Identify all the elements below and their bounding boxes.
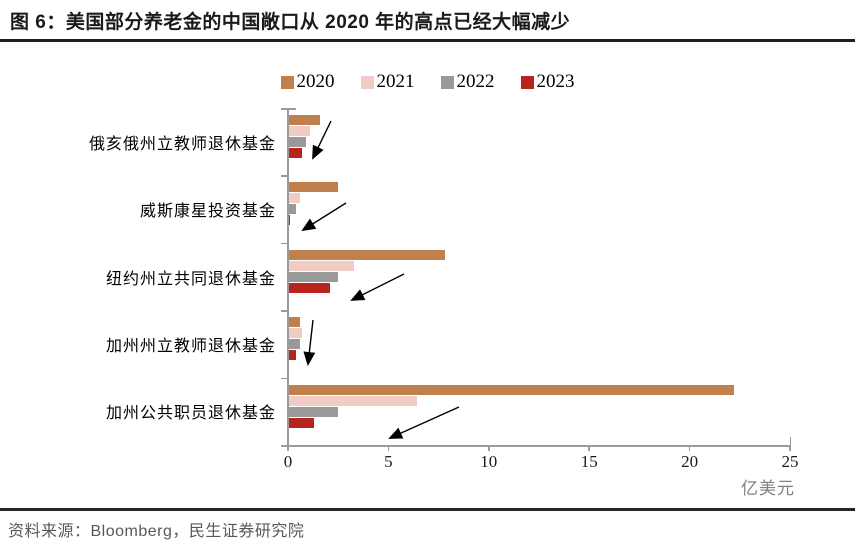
category-label: 加州州立教师退休基金 <box>105 337 276 355</box>
bar-2021 <box>288 395 417 406</box>
bar-2020 <box>288 249 445 260</box>
category-tick-mark <box>281 377 287 380</box>
category-tick-mark <box>281 310 287 312</box>
x-tick-mark <box>789 445 791 451</box>
category-label: 俄亥俄州立教师退休基金 <box>88 135 276 153</box>
bar-2021 <box>288 126 311 136</box>
bar-2022 <box>288 271 339 282</box>
category-tick-mark <box>281 108 287 110</box>
plot-area <box>288 108 790 445</box>
x-tick-label: 25 <box>781 452 799 471</box>
category-label: 纽约州立共同退休基金 <box>105 270 276 288</box>
bar-2020 <box>288 182 339 193</box>
category-label: 加州公共职员退休基金 <box>105 405 276 423</box>
category-tick-mark <box>281 242 287 245</box>
x-tick-mark <box>287 445 289 451</box>
bar-2023 <box>288 148 303 158</box>
legend-swatch-2021 <box>360 75 374 89</box>
bar-group-5 <box>288 378 790 445</box>
footer-divider <box>0 508 855 511</box>
bar-group-3 <box>288 243 790 310</box>
bar-2020 <box>288 317 301 328</box>
x-tick-label: 15 <box>580 452 598 471</box>
axis-unit-label: 亿美元 <box>741 479 795 498</box>
bar-2021 <box>288 260 355 271</box>
x-tick-label: 0 <box>283 452 293 471</box>
x-axis-line <box>287 445 791 447</box>
legend-item-2023: 2023 <box>520 71 575 93</box>
legend-swatch-2020 <box>280 75 294 89</box>
legend-label: 2023 <box>536 71 575 92</box>
legend-label: 2022 <box>456 71 495 92</box>
bar-2023 <box>288 215 290 226</box>
source-note: 资料来源：Bloomberg，民生证券研究院 <box>8 523 305 540</box>
bar-2022 <box>288 339 301 350</box>
legend-item-2021: 2021 <box>360 71 415 93</box>
bar-2022 <box>288 137 307 147</box>
x-tick-mark <box>387 445 390 451</box>
category-tick-mark <box>281 175 287 177</box>
bar-2022 <box>288 204 297 215</box>
bar-group-4 <box>288 310 790 377</box>
y-axis-top-tick <box>288 108 296 110</box>
x-tick-mark <box>588 445 590 451</box>
title-divider <box>0 39 855 42</box>
x-tick-label: 10 <box>480 452 498 471</box>
bar-2020 <box>288 115 321 125</box>
bar-group-2 <box>288 175 790 242</box>
x-tick-label: 20 <box>681 452 699 471</box>
bar-2020 <box>288 384 734 395</box>
bar-2023 <box>288 350 297 361</box>
x-axis-end-tick <box>789 437 791 446</box>
category-axis-labels: 俄亥俄州立教师退休基金威斯康星投资基金纽约州立共同退休基金 加州州立教师退休基金加… <box>0 108 276 445</box>
bar-2023 <box>288 282 331 293</box>
bar-2021 <box>288 328 303 339</box>
legend-item-2022: 2022 <box>440 71 495 93</box>
legend-label: 2021 <box>376 71 415 92</box>
legend-item-2020: 2020 <box>280 71 335 93</box>
category-label: 威斯康星投资基金 <box>139 203 276 221</box>
bar-2021 <box>288 193 301 204</box>
chart-legend: 2020 2021 2022 2023 <box>0 71 855 93</box>
category-tick-mark <box>281 445 287 447</box>
x-tick-mark <box>688 445 691 451</box>
bar-2022 <box>288 406 339 417</box>
y-axis-line <box>287 108 289 447</box>
figure-title: 图 6：美国部分养老金的中国敞口从 2020 年的高点已经大幅减少 <box>10 12 571 33</box>
legend-label: 2020 <box>296 71 335 92</box>
x-tick-label: 5 <box>384 452 393 471</box>
x-tick-mark <box>488 445 490 451</box>
bar-2023 <box>288 417 315 428</box>
legend-swatch-2022 <box>440 75 454 89</box>
bar-group-1 <box>288 108 790 175</box>
legend-swatch-2023 <box>520 75 534 89</box>
